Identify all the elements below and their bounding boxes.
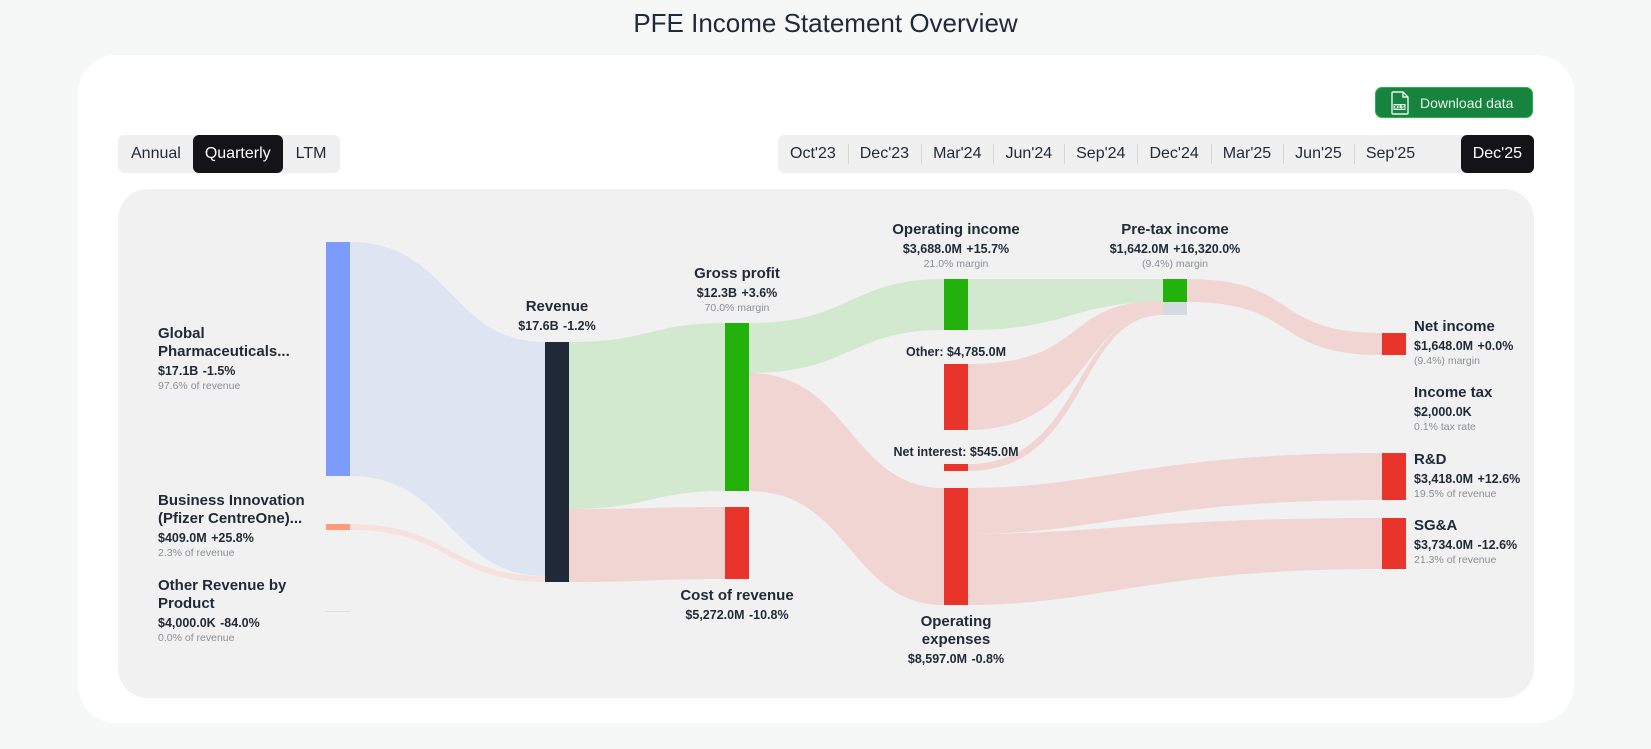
- period-oct23[interactable]: Oct'23: [790, 145, 836, 162]
- flow-pretax-to-net-income: [1187, 279, 1382, 355]
- download-data-button[interactable]: XLS Download data: [1375, 87, 1533, 118]
- node-pretax-income[interactable]: [1163, 279, 1187, 302]
- period-type-annual[interactable]: Annual: [131, 145, 181, 162]
- label-income-tax: Income tax $2,000.0K 0.1% tax rate: [1414, 384, 1493, 434]
- flow-revenue-to-gross-profit: [569, 323, 725, 509]
- period-jun25[interactable]: Jun'25: [1283, 135, 1354, 173]
- label-rnd: R&D $3,418.0M +12.6% 19.5% of revenue: [1414, 451, 1521, 501]
- period-type-ltm[interactable]: LTM: [295, 145, 327, 162]
- period-selector: Oct'23 Dec'23 Mar'24 Jun'24 Sep'24 Dec'2…: [778, 135, 1534, 173]
- node-global-pharma[interactable]: [326, 242, 350, 476]
- node-net-income[interactable]: [1382, 333, 1406, 355]
- label-other-revenue: Other Revenue by Product $4,000.0K -84.0…: [158, 577, 287, 645]
- svg-text:XLS: XLS: [1394, 105, 1405, 111]
- label-global-pharma: Global Pharmaceuticals... $17.1B -1.5% 9…: [158, 325, 290, 393]
- flow-gross-profit-to-operating-expenses: [749, 373, 944, 605]
- period-dec23[interactable]: Dec'23: [847, 135, 921, 173]
- label-net-income: Net income $1,648.0M +0.0% (9.4%) margin: [1414, 318, 1514, 368]
- period-mar25[interactable]: Mar'25: [1210, 135, 1283, 173]
- period-sep24[interactable]: Sep'24: [1064, 135, 1137, 173]
- label-operating-expenses: Operating expenses $8,597.0M -0.8%: [907, 613, 1005, 666]
- period-dec25[interactable]: Dec'25: [1460, 135, 1534, 173]
- flow-operating-income-to-pretax: [968, 279, 1163, 330]
- period-dec24[interactable]: Dec'24: [1137, 135, 1210, 173]
- node-net-interest[interactable]: [944, 464, 968, 471]
- label-revenue: Revenue $17.6B -1.2%: [518, 298, 596, 333]
- flow-global-pharma-to-revenue: [350, 242, 545, 576]
- flow-operating-expenses-to-sga: [968, 518, 1382, 605]
- label-cost-of-revenue: Cost of revenue $5,272.0M -10.8%: [680, 587, 794, 622]
- flow-revenue-to-cost-of-revenue: [569, 507, 725, 582]
- page-title: PFE Income Statement Overview: [633, 8, 1018, 38]
- period-sep25[interactable]: Sep'25: [1353, 135, 1427, 173]
- flow-operating-expenses-to-rnd: [968, 453, 1382, 534]
- node-sga[interactable]: [1382, 518, 1406, 569]
- node-rnd[interactable]: [1382, 453, 1406, 500]
- node-cost-of-revenue[interactable]: [725, 507, 749, 579]
- label-other: Other: $4,785.0M: [905, 345, 1007, 359]
- download-data-label: Download data: [1420, 94, 1514, 111]
- label-net-interest: Net interest: $545.0M: [893, 445, 1019, 459]
- flow-other-to-pretax: [968, 301, 1163, 430]
- node-business-innovation[interactable]: [326, 524, 350, 530]
- flow-business-innovation-to-revenue: [350, 524, 545, 582]
- node-gross-profit[interactable]: [725, 323, 749, 491]
- node-revenue[interactable]: [545, 342, 569, 582]
- period-mar24[interactable]: Mar'24: [921, 135, 993, 173]
- node-other[interactable]: [944, 364, 968, 430]
- xls-file-icon: XLS: [1391, 90, 1409, 115]
- period-jun24[interactable]: Jun'24: [993, 135, 1064, 173]
- period-type-toggle: Annual Quarterly LTM: [118, 135, 340, 173]
- node-pretax-offset: [1163, 302, 1187, 315]
- period-type-quarterly[interactable]: Quarterly: [192, 135, 283, 173]
- label-gross-profit: Gross profit $12.3B +3.6% 70.0% margin: [694, 265, 780, 315]
- node-operating-expenses[interactable]: [944, 488, 968, 605]
- label-business-innovation: Business Innovation (Pfizer CentreOne)..…: [158, 492, 305, 560]
- flow-gross-profit-to-operating-income: [749, 279, 944, 373]
- node-operating-income[interactable]: [944, 279, 968, 330]
- label-operating-income: Operating income $3,688.0M +15.7% 21.0% …: [892, 221, 1020, 271]
- label-sga: SG&A $3,734.0M -12.6% 21.3% of revenue: [1414, 517, 1518, 567]
- label-pretax-income: Pre-tax income $1,642.0M +16,320.0% (9.4…: [1109, 221, 1241, 271]
- node-other-revenue[interactable]: [326, 611, 350, 612]
